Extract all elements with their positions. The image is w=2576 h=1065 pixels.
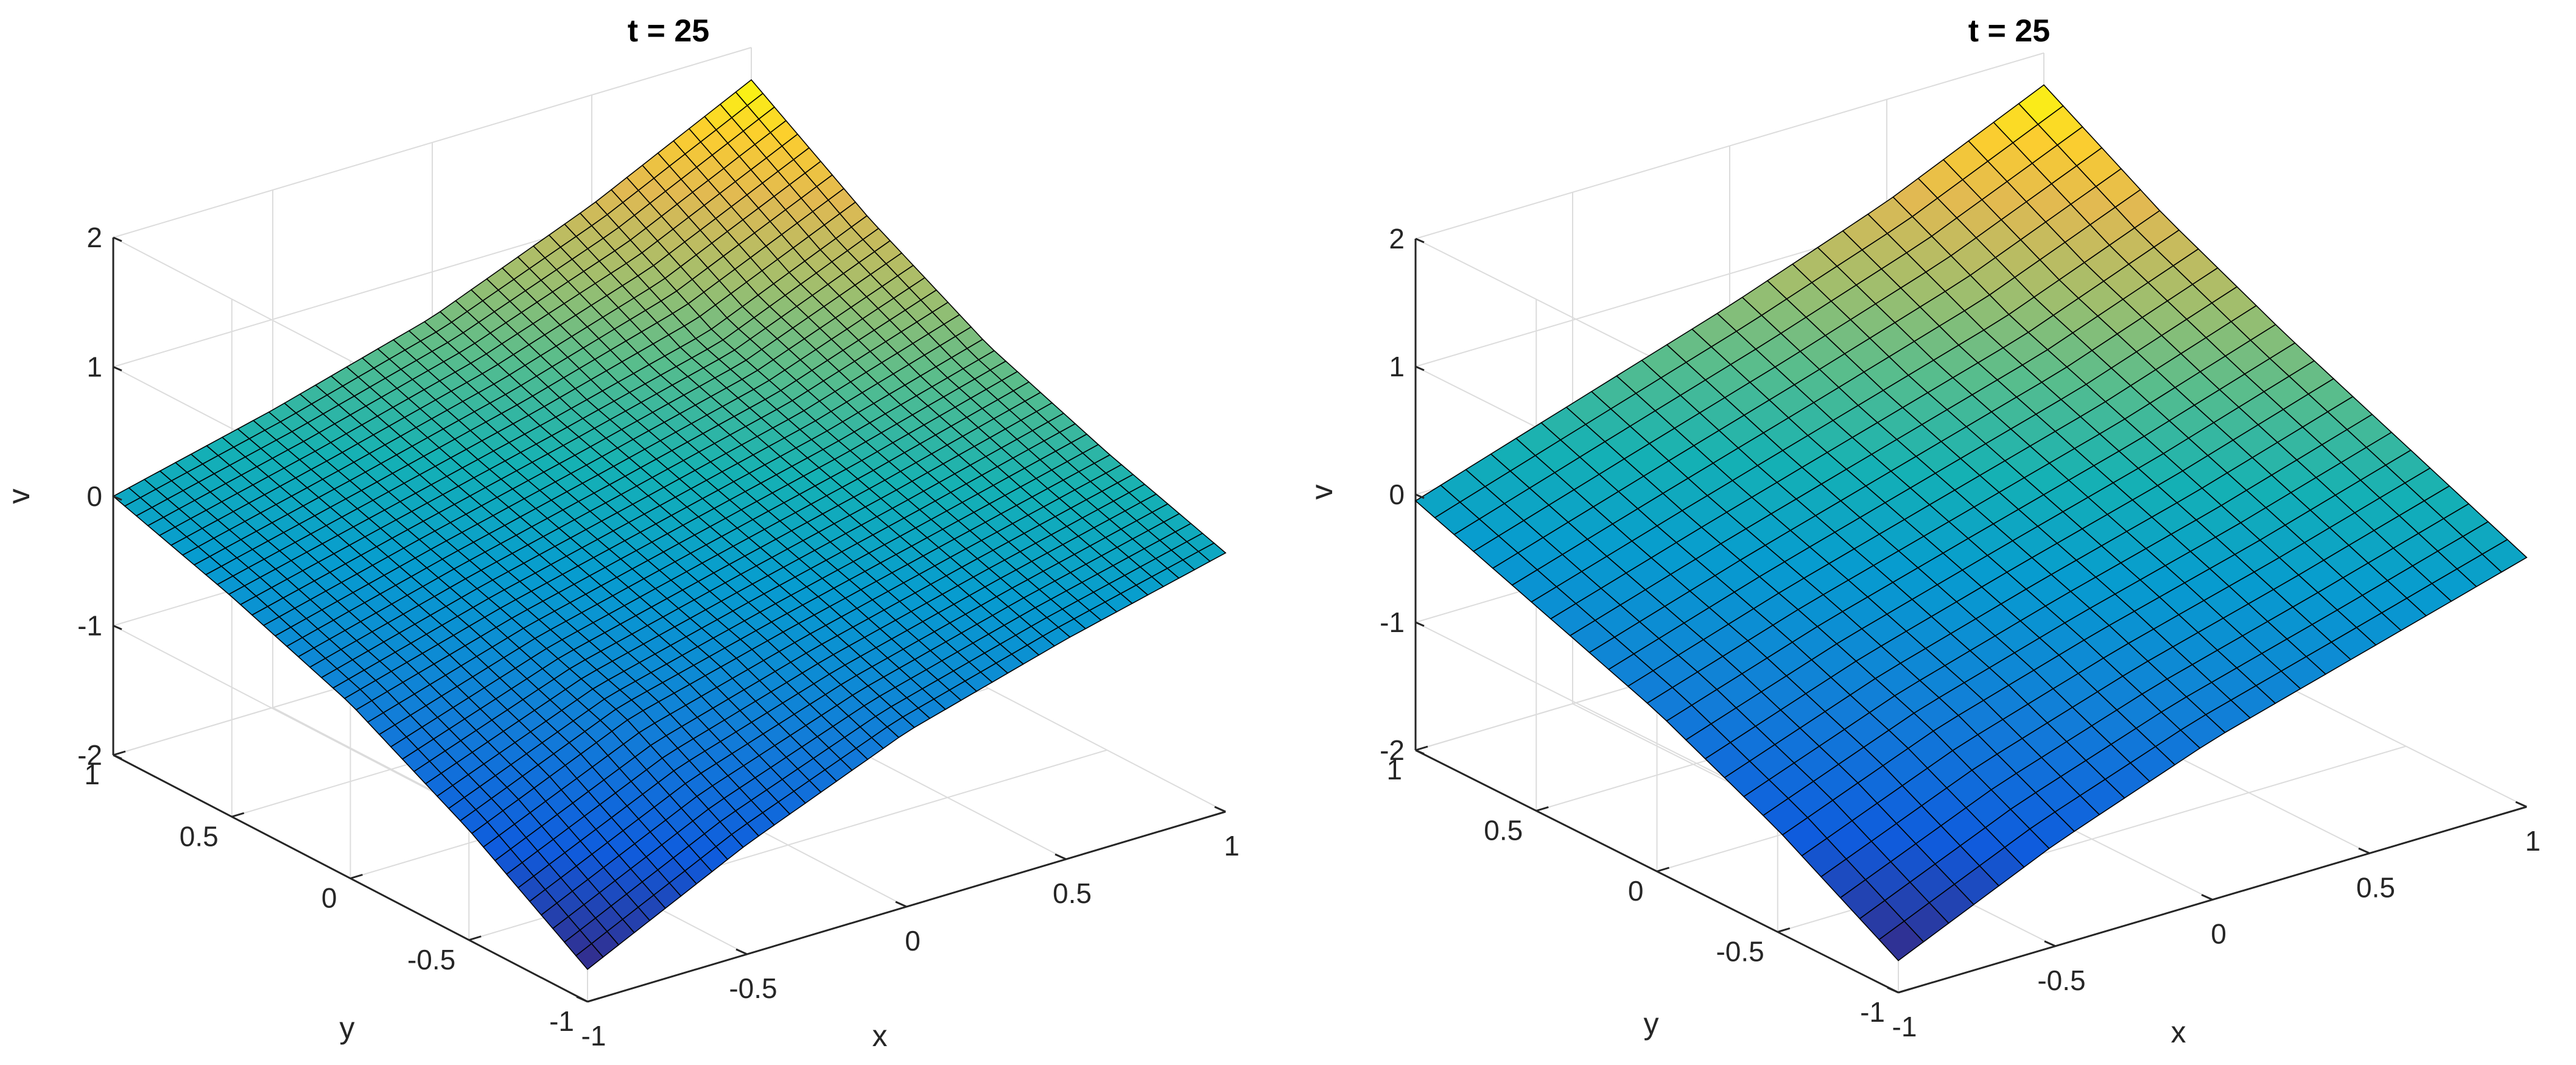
y-tick-mark: [1535, 806, 1549, 812]
x-ticks-left: -1 -0.5 0 0.5 1: [576, 806, 1240, 1052]
x-tick-mark: [2358, 847, 2370, 854]
axes-right: t = 25 -2 -1 0 1 2 -1 -0.5 0 0.5 1 -1 -0.5 0 0.5 1 v…: [1305, 13, 2541, 1049]
z-tick-label: 1: [1389, 351, 1405, 382]
z-tick-label: -1: [77, 610, 102, 642]
y-tick-mark: [350, 874, 363, 879]
y-tick-mark: [1415, 745, 1428, 751]
grid-line: [1415, 52, 2044, 239]
y-tick-label: 0: [1628, 875, 1644, 907]
x-ticks-right: -1 -0.5 0 0.5 1: [1887, 801, 2541, 1042]
y-tick-label: 1: [84, 759, 100, 790]
x-tick-label: -0.5: [2037, 965, 2085, 996]
z-tick-mark: [1415, 749, 1425, 755]
x-tick-mark: [2044, 940, 2056, 947]
y-tick-label: -0.5: [407, 944, 455, 975]
chart-title-left: t = 25: [628, 13, 709, 49]
y-tick-label: 1: [1386, 754, 1402, 786]
x-tick-mark: [2201, 894, 2213, 901]
x-tick-label: 0: [2211, 918, 2227, 950]
y-tick-label: 0.5: [180, 820, 219, 852]
y-tick-mark: [1657, 866, 1669, 873]
z-tick-mark: [113, 625, 122, 630]
z-axis-label-left: v: [2, 489, 36, 504]
y-axis-label-left: y: [340, 1011, 355, 1045]
surface-right: [1414, 84, 2528, 961]
x-tick-label: 1: [2525, 825, 2541, 857]
y-tick-mark: [468, 935, 482, 941]
x-tick-mark: [2515, 801, 2527, 808]
x-tick-mark: [576, 996, 588, 1003]
z-tick-mark: [1415, 237, 1425, 244]
z-tick-label: 0: [1389, 479, 1405, 510]
y-tick-label: -0.5: [1716, 936, 1764, 968]
z-tick-label: 0: [86, 480, 102, 512]
z-tick-mark: [1415, 621, 1425, 627]
z-tick-mark: [113, 366, 122, 371]
y-tick-label: 0: [321, 882, 337, 914]
x-tick-label: 0: [905, 925, 921, 957]
x-tick-mark: [735, 948, 748, 955]
x-tick-label: -0.5: [729, 972, 777, 1004]
z-ticks-left: -2 -1 0 1 2: [77, 222, 122, 771]
x-tick-mark: [1214, 806, 1226, 813]
x-tick-label: 1: [1224, 830, 1240, 862]
z-tick-label: -2: [77, 739, 102, 771]
z-tick-mark: [1415, 365, 1425, 371]
surface-face: [575, 943, 604, 971]
y-tick-label: 0.5: [1484, 815, 1523, 846]
chart-title-right: t = 25: [1968, 13, 2050, 49]
y-ticks-right: -1 -0.5 0 0.5 1: [1386, 745, 1911, 1028]
y-tick-label: -1: [549, 1005, 574, 1037]
x-tick-label: -1: [1892, 1011, 1917, 1042]
z-axis-label-right: v: [1305, 485, 1339, 500]
grid-line: [113, 47, 752, 238]
x-tick-label: 0.5: [1053, 877, 1092, 909]
y-tick-mark: [587, 997, 600, 1003]
y-tick-mark: [231, 812, 245, 818]
y-axis-label-right: y: [1644, 1007, 1659, 1041]
z-tick-mark: [1415, 493, 1425, 499]
x-tick-mark: [1055, 853, 1067, 860]
z-tick-label: -1: [1380, 606, 1405, 638]
x-tick-label: 0.5: [2356, 871, 2395, 903]
z-tick-mark: [113, 754, 122, 760]
z-tick-mark: [113, 495, 122, 501]
x-tick-mark: [1887, 986, 1899, 994]
x-axis-label-left: x: [872, 1019, 888, 1053]
y-tick-mark: [1898, 988, 1911, 994]
x-tick-label: -1: [581, 1020, 606, 1052]
y-ticks-left: -1 -0.5 0 0.5 1: [84, 750, 600, 1037]
z-ticks-right: -2 -1 0 1 2: [1380, 223, 1425, 766]
z-tick-label: -2: [1380, 734, 1405, 766]
z-tick-mark: [113, 236, 122, 242]
surface-face: [1878, 920, 1925, 961]
z-tick-label: 1: [86, 351, 102, 383]
axes-left: t = 25 -2 -1 0 1 2 -1 -0.5 0 0.5 1 -1 -0.5 0 0.5 1 v…: [2, 13, 1240, 1053]
y-tick-mark: [113, 750, 126, 756]
z-tick-label: 2: [86, 222, 102, 253]
z-tick-label: 2: [1389, 223, 1405, 255]
surface-left: [112, 79, 1227, 971]
y-tick-mark: [1777, 927, 1791, 933]
y-tick-label: -1: [1860, 996, 1885, 1028]
x-tick-mark: [895, 901, 907, 908]
x-axis-label-right: x: [2171, 1015, 2186, 1049]
